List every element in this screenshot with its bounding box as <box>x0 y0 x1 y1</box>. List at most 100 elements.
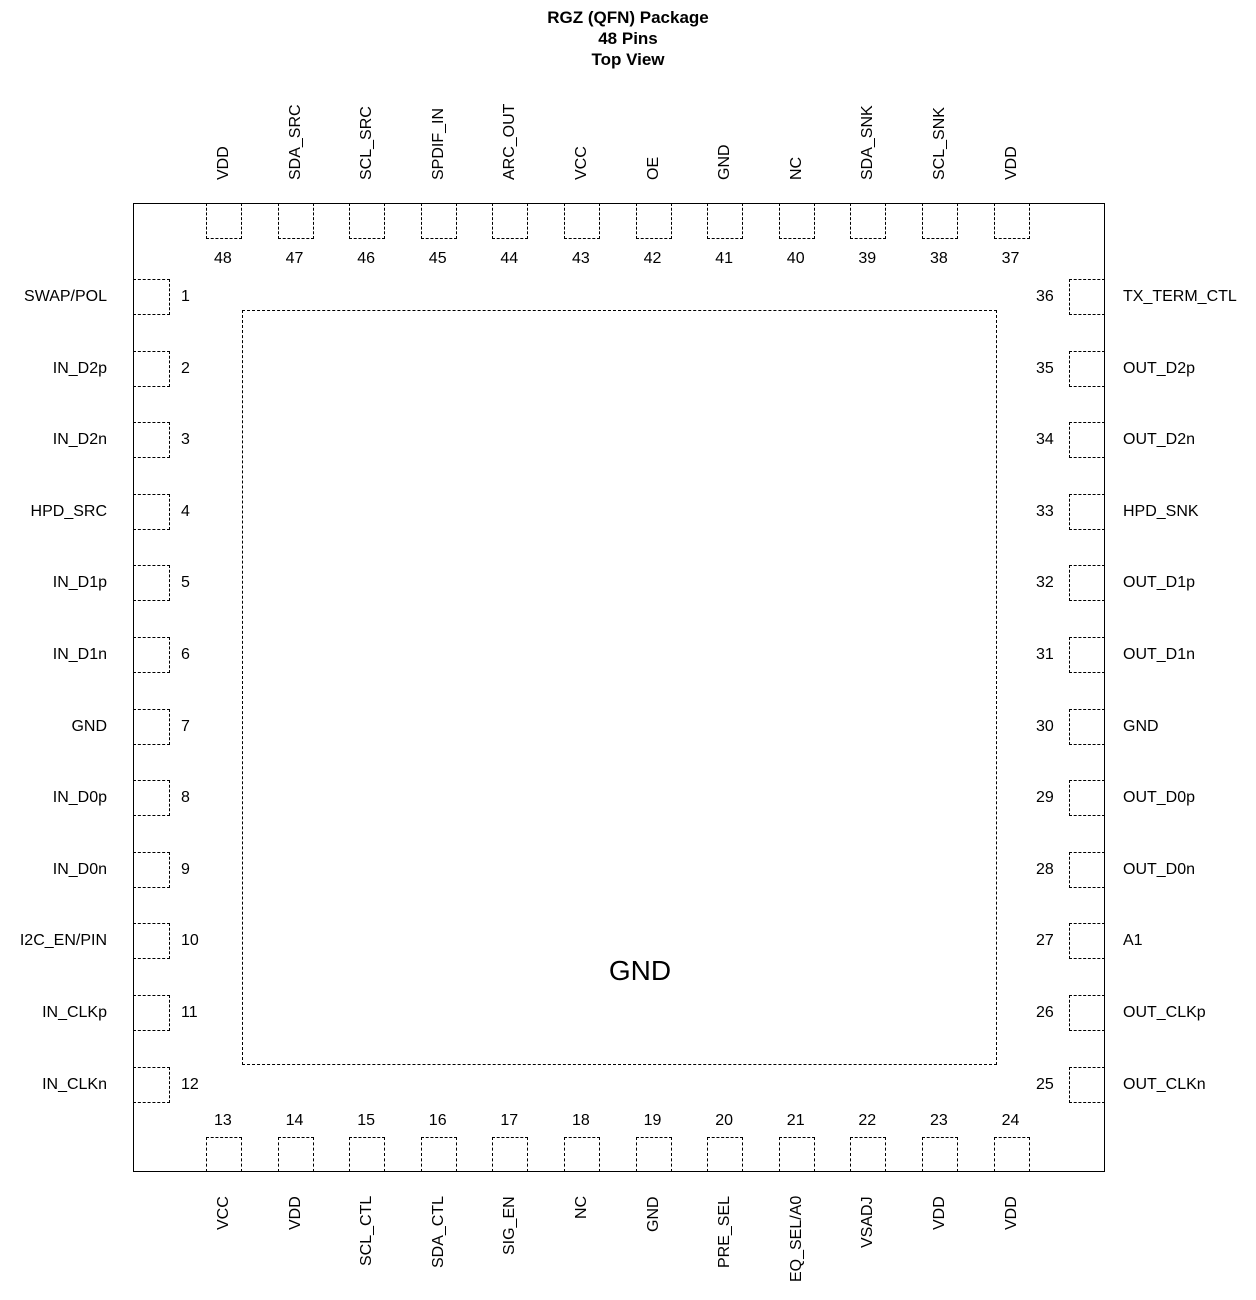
title-line-1: RGZ (QFN) Package <box>547 8 709 27</box>
pin-number-35: 35 <box>1036 359 1054 377</box>
pin-pad-16 <box>420 1137 457 1172</box>
pin-pad-6 <box>133 637 170 673</box>
pin-name-20: PRE_SEL <box>716 1196 734 1269</box>
pin-name-27: A1 <box>1123 932 1143 950</box>
pin-name-2: IN_D2p <box>52 359 107 377</box>
pin-pad-47 <box>277 203 314 239</box>
pin-name-21: EQ_SEL/A0 <box>787 1196 805 1283</box>
pin-number-29: 29 <box>1036 789 1054 807</box>
pin-number-23: 23 <box>930 1112 948 1129</box>
thermal-pad-label: GND <box>608 955 672 986</box>
pin-pad-1 <box>133 279 170 315</box>
pin-number-27: 27 <box>1036 932 1054 950</box>
pin-name-43: VCC <box>573 146 590 180</box>
pin-pad-19 <box>635 1137 672 1172</box>
pin-number-7: 7 <box>181 717 190 735</box>
pin-number-1: 1 <box>181 288 190 305</box>
pin-name-9: IN_D0n <box>52 860 107 878</box>
pin-number-37: 37 <box>1001 250 1020 267</box>
pin-pad-44 <box>492 203 529 239</box>
pin-name-13: VCC <box>215 1196 232 1230</box>
pin-number-4: 4 <box>181 502 190 520</box>
pin-number-5: 5 <box>181 574 190 592</box>
pin-pad-20 <box>707 1137 744 1172</box>
pin-name-25: OUT_CLKn <box>1123 1075 1206 1093</box>
pin-pad-18 <box>564 1137 600 1172</box>
pin-number-40: 40 <box>786 250 805 267</box>
pin-number-41: 41 <box>715 250 733 267</box>
pin-name-16: SDA_CTL <box>429 1196 447 1269</box>
pin-number-17: 17 <box>500 1112 519 1129</box>
pin-name-23: VDD <box>931 1196 948 1230</box>
pin-number-38: 38 <box>930 250 948 267</box>
title-line-2: 48 Pins <box>598 29 658 48</box>
pin-pad-5 <box>133 565 170 602</box>
pin-name-10: I2C_EN/PIN <box>19 932 107 950</box>
pin-name-36: TX_TERM_CTL <box>1123 288 1237 305</box>
pin-number-14: 14 <box>285 1112 304 1129</box>
pin-number-19: 19 <box>643 1112 662 1129</box>
pin-number-43: 43 <box>572 250 590 267</box>
pin-name-46: SCL_SRC <box>358 106 376 180</box>
pin-name-6: IN_D1n <box>52 646 107 663</box>
pin-name-45: SPDIF_IN <box>429 107 447 180</box>
pin-pad-41 <box>707 203 744 239</box>
pin-name-37: VDD <box>1002 146 1020 180</box>
pin-pad-33 <box>1069 493 1105 530</box>
pin-pad-30 <box>1069 708 1105 745</box>
pin-pad-3 <box>133 422 170 459</box>
pin-number-9: 9 <box>181 860 190 878</box>
pin-pad-28 <box>1069 851 1105 888</box>
pin-number-46: 46 <box>357 250 375 267</box>
pin-pad-29 <box>1069 780 1105 817</box>
pin-pad-8 <box>133 780 170 817</box>
pin-name-35: OUT_D2p <box>1123 359 1196 377</box>
pin-name-47: SDA_SRC <box>286 104 304 180</box>
pin-pad-10 <box>133 923 170 960</box>
pin-number-3: 3 <box>181 431 190 449</box>
pin-pad-42 <box>635 203 672 239</box>
pin-pad-26 <box>1069 995 1105 1031</box>
pin-name-5: IN_D1p <box>52 574 107 592</box>
pin-number-25: 25 <box>1036 1075 1054 1093</box>
pin-name-3: IN_D2n <box>52 431 107 449</box>
thermal-pad <box>242 310 997 1065</box>
pin-pad-31 <box>1069 637 1105 673</box>
pin-name-4: HPD_SRC <box>30 502 107 520</box>
pin-pad-45 <box>420 203 457 239</box>
pin-pad-7 <box>133 708 170 745</box>
pin-number-22: 22 <box>858 1112 877 1129</box>
pin-name-32: OUT_D1p <box>1123 574 1196 592</box>
pin-name-28: OUT_D0n <box>1123 860 1196 878</box>
pin-name-44: ARC_OUT <box>501 103 519 180</box>
pin-pad-11 <box>133 995 170 1031</box>
pin-pad-21 <box>778 1137 815 1172</box>
pin-name-18: NC <box>573 1196 590 1220</box>
pin-pad-24 <box>993 1137 1030 1172</box>
pin-number-20: 20 <box>715 1112 733 1129</box>
pin-pad-38 <box>922 203 958 239</box>
pin-number-34: 34 <box>1036 431 1054 449</box>
pin-name-15: SCL_CTL <box>358 1196 376 1267</box>
pin-name-26: OUT_CLKp <box>1123 1004 1206 1021</box>
pin-name-41: GND <box>716 144 734 180</box>
pin-pad-13 <box>206 1137 242 1172</box>
title-line-3: Top View <box>591 50 665 69</box>
pin-number-6: 6 <box>181 646 190 663</box>
pin-pad-15 <box>349 1137 386 1172</box>
pin-number-15: 15 <box>357 1112 375 1129</box>
pin-pad-12 <box>133 1066 170 1103</box>
pin-number-28: 28 <box>1036 860 1054 878</box>
pin-number-18: 18 <box>572 1112 590 1129</box>
pin-name-48: VDD <box>215 146 232 180</box>
pin-pad-2 <box>133 350 170 387</box>
pin-number-13: 13 <box>214 1112 232 1129</box>
pin-name-42: OE <box>644 156 662 180</box>
pin-pad-17 <box>492 1137 529 1172</box>
pin-name-12: IN_CLKn <box>42 1075 107 1093</box>
package-body <box>133 203 1105 1172</box>
pin-name-38: SCL_SNK <box>931 107 948 180</box>
pin-number-26: 26 <box>1036 1004 1054 1021</box>
pin-number-11: 11 <box>181 1004 198 1021</box>
